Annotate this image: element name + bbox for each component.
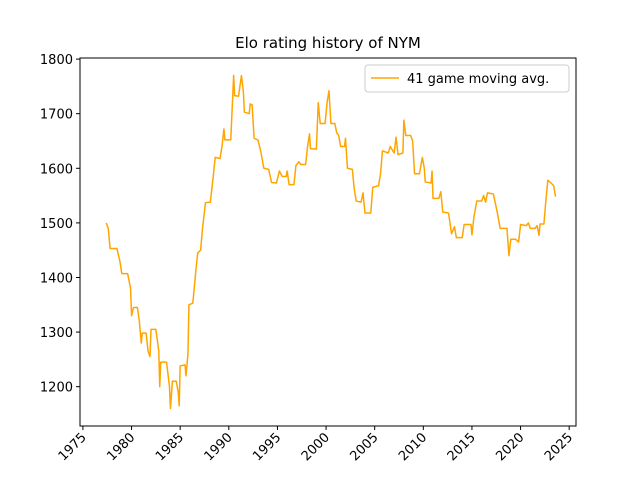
y-tick-label: 1200 bbox=[40, 381, 73, 396]
line bbox=[105, 74, 557, 410]
y-tick-label: 1700 bbox=[40, 108, 73, 123]
legend-label: 41 game moving avg. bbox=[407, 72, 549, 87]
y-tick-label: 1300 bbox=[40, 326, 73, 341]
y-tick-label: 1800 bbox=[40, 53, 73, 68]
axes-frame bbox=[79, 57, 577, 427]
y-tick-label: 1400 bbox=[40, 271, 73, 286]
legend-box bbox=[364, 64, 570, 93]
y-tick-label: 1500 bbox=[40, 217, 73, 232]
chart-title: Elo rating history of NYM bbox=[235, 34, 421, 52]
y-tick-label: 1600 bbox=[40, 162, 73, 177]
